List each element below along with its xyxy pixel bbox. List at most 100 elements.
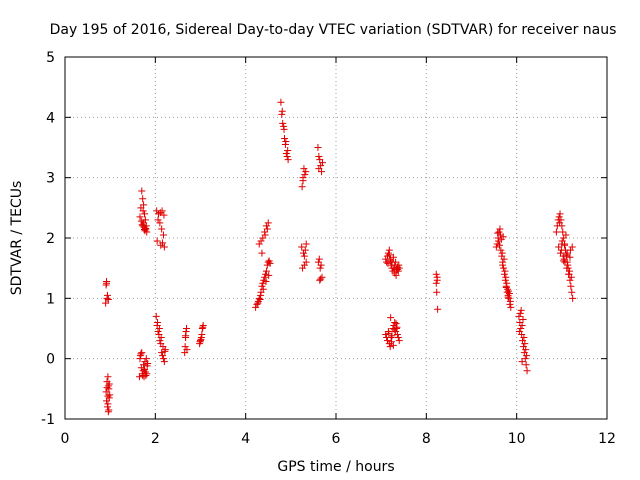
data-point [103,291,111,299]
data-point [395,261,403,269]
data-point [517,325,525,332]
plot-frame [64,56,608,420]
data-point [139,222,147,230]
x-tick-labels: 0 2 4 6 8 10 12 [61,431,616,447]
data-point [566,253,574,261]
data-point [517,306,525,314]
data-point [137,350,145,358]
data-point [282,137,290,145]
data-point [301,246,309,254]
data-point [394,267,402,275]
data-point [385,329,393,337]
data-point [264,258,272,266]
data-point [568,243,576,251]
data-point [266,259,274,267]
data-point [183,346,191,354]
data-point [300,261,308,269]
data-point [389,341,397,349]
x-tick-label: 4 [241,431,250,447]
x-tick-label: 10 [508,431,526,447]
data-point [103,378,111,386]
data-point [492,243,500,251]
data-point [315,165,323,173]
y-tick-label: 0 [46,352,55,368]
data-point [284,156,292,164]
data-point [315,255,323,263]
data-point [515,328,523,336]
data-point [197,335,205,343]
data-point [556,210,564,218]
x-tick-label: 8 [422,431,431,447]
data-point [388,338,396,346]
data-point [159,239,167,247]
data-point [262,277,270,285]
data-point [557,246,565,254]
data-point [561,241,569,249]
data-point [388,258,396,266]
data-point [562,231,570,239]
data-point [557,216,565,224]
data-point [277,98,285,106]
data-point [254,299,262,307]
data-point [182,332,190,340]
data-point [316,264,324,272]
data-point [300,252,308,260]
data-point [142,372,150,380]
data-points [102,98,577,416]
data-point [505,287,513,295]
data-point [103,384,111,392]
data-point [157,334,165,342]
data-point [393,323,401,331]
data-point [395,337,403,345]
data-point [556,219,564,227]
data-point [433,273,441,281]
data-point [316,276,324,284]
data-point [158,349,166,357]
x-tick-label: 6 [332,431,341,447]
data-point [299,264,307,272]
y-axis-label: SDTVAR / TECUs [9,181,25,296]
data-point [105,406,113,414]
data-point [103,279,111,287]
data-point [154,216,162,224]
x-axis-label: GPS time / hours [277,459,394,475]
data-point [264,219,272,227]
data-point [279,119,287,127]
data-point [199,323,207,331]
data-point [300,165,308,173]
data-point [392,320,400,328]
data-point [518,321,526,329]
data-point [278,107,286,115]
data-point [158,225,166,233]
data-point [152,312,160,320]
x-tick-label: 0 [61,431,70,447]
data-point [258,249,266,257]
data-point [154,328,162,336]
data-point [139,195,147,203]
data-point [518,358,526,366]
data-point [502,273,510,281]
data-point [562,251,570,259]
data-point [391,318,399,326]
data-point [501,267,509,275]
data-point [521,355,529,363]
data-point [434,305,442,313]
data-point [102,299,110,307]
data-point [283,153,291,161]
data-point [282,150,290,158]
data-point [386,343,394,351]
data-point [432,270,440,278]
data-point [389,253,397,261]
data-point [314,144,322,151]
data-point [392,328,400,336]
data-point [384,249,392,257]
data-point [262,267,270,275]
data-point [156,337,164,345]
data-point [198,331,206,339]
data-point [498,249,506,257]
data-point [515,312,523,320]
data-point [302,258,310,266]
data-point [383,337,391,345]
data-point [393,265,401,273]
